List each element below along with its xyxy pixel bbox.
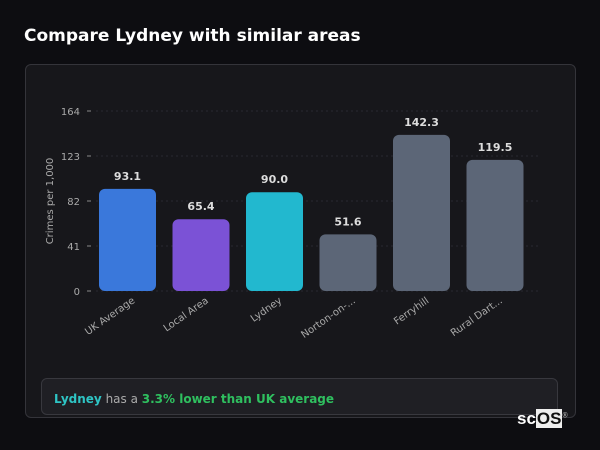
bar bbox=[246, 192, 303, 291]
bar-value-label: 51.6 bbox=[334, 215, 361, 228]
y-axis-label: Crimes per 1,000 bbox=[45, 158, 56, 245]
bar bbox=[466, 159, 524, 291]
x-tick-label: UK Average bbox=[83, 295, 137, 337]
bar-value-label: 142.3 bbox=[404, 116, 439, 129]
y-tick-label: 164 bbox=[61, 107, 80, 118]
x-tick-label: Rural Dart... bbox=[449, 295, 505, 339]
y-tick-label: 41 bbox=[67, 242, 80, 253]
bar bbox=[172, 219, 230, 291]
x-tick-label: Norton-on-... bbox=[299, 295, 357, 340]
bar-value-label: 119.5 bbox=[478, 141, 513, 154]
bar bbox=[393, 134, 450, 291]
insight-text: has a bbox=[101, 392, 142, 406]
x-tick-label: Lydney bbox=[249, 295, 284, 324]
bar bbox=[99, 188, 156, 291]
insight-subject: Lydney bbox=[54, 392, 102, 406]
logo: scOS® bbox=[517, 409, 568, 428]
insight-highlight: 3.3% lower than UK average bbox=[141, 392, 335, 406]
y-tick-label: 0 bbox=[74, 287, 80, 298]
insight-box: Lydney has a 3.3% lower than UK average bbox=[41, 378, 558, 415]
y-tick-label: 123 bbox=[61, 152, 80, 163]
bar-value-label: 90.0 bbox=[261, 173, 288, 186]
x-tick-label: Ferryhill bbox=[392, 295, 431, 327]
bar-value-label: 93.1 bbox=[114, 170, 141, 183]
x-tick-label: Local Area bbox=[162, 295, 211, 334]
bar bbox=[319, 234, 377, 291]
page-title: Compare Lydney with similar areas bbox=[24, 26, 361, 46]
y-tick-label: 82 bbox=[67, 197, 80, 208]
bar-value-label: 65.4 bbox=[187, 200, 214, 213]
